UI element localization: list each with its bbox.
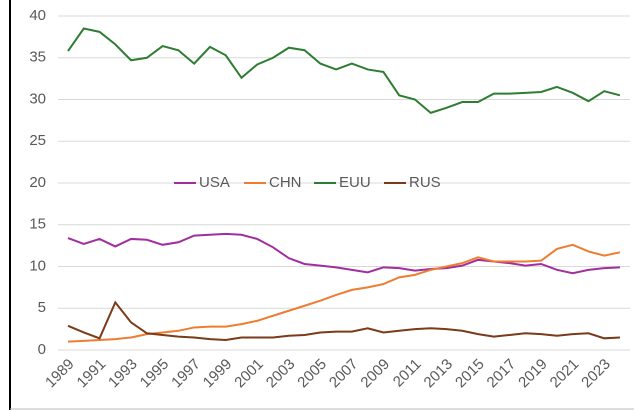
x-tick-label: 2017 (484, 356, 520, 392)
y-tick-label: 25 (29, 132, 46, 149)
series-line (67, 300, 621, 341)
x-tick-label: 1993 (105, 356, 141, 392)
x-tick-label: 1989 (42, 356, 78, 392)
x-tick-label: 2021 (547, 356, 583, 392)
x-tick-label: 1997 (168, 356, 204, 392)
x-tick-label: 1991 (74, 356, 110, 392)
y-tick-label: 40 (29, 7, 46, 24)
y-tick-label: 35 (29, 49, 46, 66)
legend-label: USA (199, 174, 230, 191)
x-tick-label: 2007 (326, 356, 362, 392)
x-tick-label: 2003 (263, 356, 299, 392)
x-tick-label: 2009 (357, 356, 393, 392)
y-tick-label: 30 (29, 90, 46, 107)
x-tick-label: 2011 (390, 356, 425, 391)
y-tick-label: 20 (29, 174, 46, 191)
legend-label: EUU (339, 174, 371, 191)
x-tick-label: 2015 (452, 356, 488, 392)
x-tick-label: 2019 (515, 356, 551, 392)
series-line (67, 243, 621, 343)
y-tick-label: 15 (29, 216, 46, 233)
y-tick-label: 5 (38, 299, 46, 316)
x-tick-label: 1999 (200, 356, 236, 392)
x-tick-label: 2001 (231, 356, 267, 392)
x-tick-label: 1995 (137, 356, 173, 392)
legend-label: CHN (269, 174, 302, 191)
series-line (67, 27, 621, 114)
series-line (67, 232, 621, 275)
legend-label: RUS (409, 174, 441, 191)
x-tick-label: 2005 (294, 356, 330, 392)
x-tick-label: 2023 (578, 356, 614, 392)
y-tick-label: 0 (38, 341, 46, 358)
y-tick-label: 10 (29, 257, 46, 274)
x-tick-label: 2013 (421, 356, 457, 392)
